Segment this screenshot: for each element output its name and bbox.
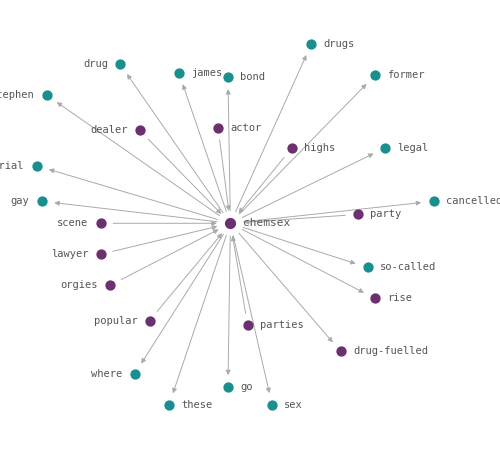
- Point: [214, 124, 222, 132]
- Point: [42, 92, 50, 99]
- Text: actor: actor: [230, 123, 262, 133]
- Point: [224, 74, 232, 81]
- Point: [336, 348, 344, 355]
- Text: scene: scene: [57, 218, 88, 228]
- Text: go: go: [240, 382, 252, 392]
- Point: [288, 144, 296, 152]
- Point: [131, 370, 139, 377]
- Point: [33, 162, 41, 170]
- Text: drugs: drugs: [324, 39, 355, 49]
- Point: [165, 401, 173, 408]
- Point: [175, 69, 183, 77]
- Text: bond: bond: [240, 73, 265, 83]
- Point: [268, 401, 276, 408]
- Text: dealer: dealer: [90, 125, 128, 135]
- Point: [136, 127, 144, 134]
- Text: orgies: orgies: [60, 280, 98, 290]
- Point: [244, 321, 252, 328]
- Point: [146, 317, 154, 324]
- Point: [364, 264, 372, 271]
- Text: lawyer: lawyer: [51, 249, 88, 259]
- Point: [354, 211, 362, 218]
- Text: popular: popular: [94, 316, 138, 326]
- Text: serial: serial: [0, 161, 24, 171]
- Point: [371, 295, 379, 302]
- Text: rise: rise: [387, 294, 412, 304]
- Point: [226, 220, 234, 227]
- Point: [116, 60, 124, 68]
- Point: [224, 383, 232, 391]
- Point: [307, 41, 316, 48]
- Text: highs: highs: [304, 143, 335, 153]
- Text: gay: gay: [10, 196, 29, 206]
- Text: drug: drug: [83, 59, 108, 69]
- Text: chemsex: chemsex: [242, 218, 290, 228]
- Text: drug-fuelled: drug-fuelled: [353, 346, 428, 356]
- Point: [96, 220, 104, 227]
- Text: these: these: [182, 400, 212, 410]
- Text: where: where: [92, 368, 122, 378]
- Point: [371, 72, 379, 79]
- Point: [381, 144, 389, 152]
- Point: [38, 198, 46, 205]
- Text: legal: legal: [397, 143, 428, 153]
- Text: former: former: [387, 70, 424, 80]
- Text: parties: parties: [260, 320, 304, 330]
- Text: party: party: [370, 209, 402, 220]
- Text: stephen: stephen: [0, 90, 34, 100]
- Text: so-called: so-called: [380, 262, 436, 272]
- Point: [96, 251, 104, 258]
- Point: [430, 198, 438, 205]
- Point: [106, 281, 114, 289]
- Text: cancelled: cancelled: [446, 196, 500, 206]
- Text: sex: sex: [284, 400, 303, 410]
- Text: james: james: [191, 68, 222, 78]
